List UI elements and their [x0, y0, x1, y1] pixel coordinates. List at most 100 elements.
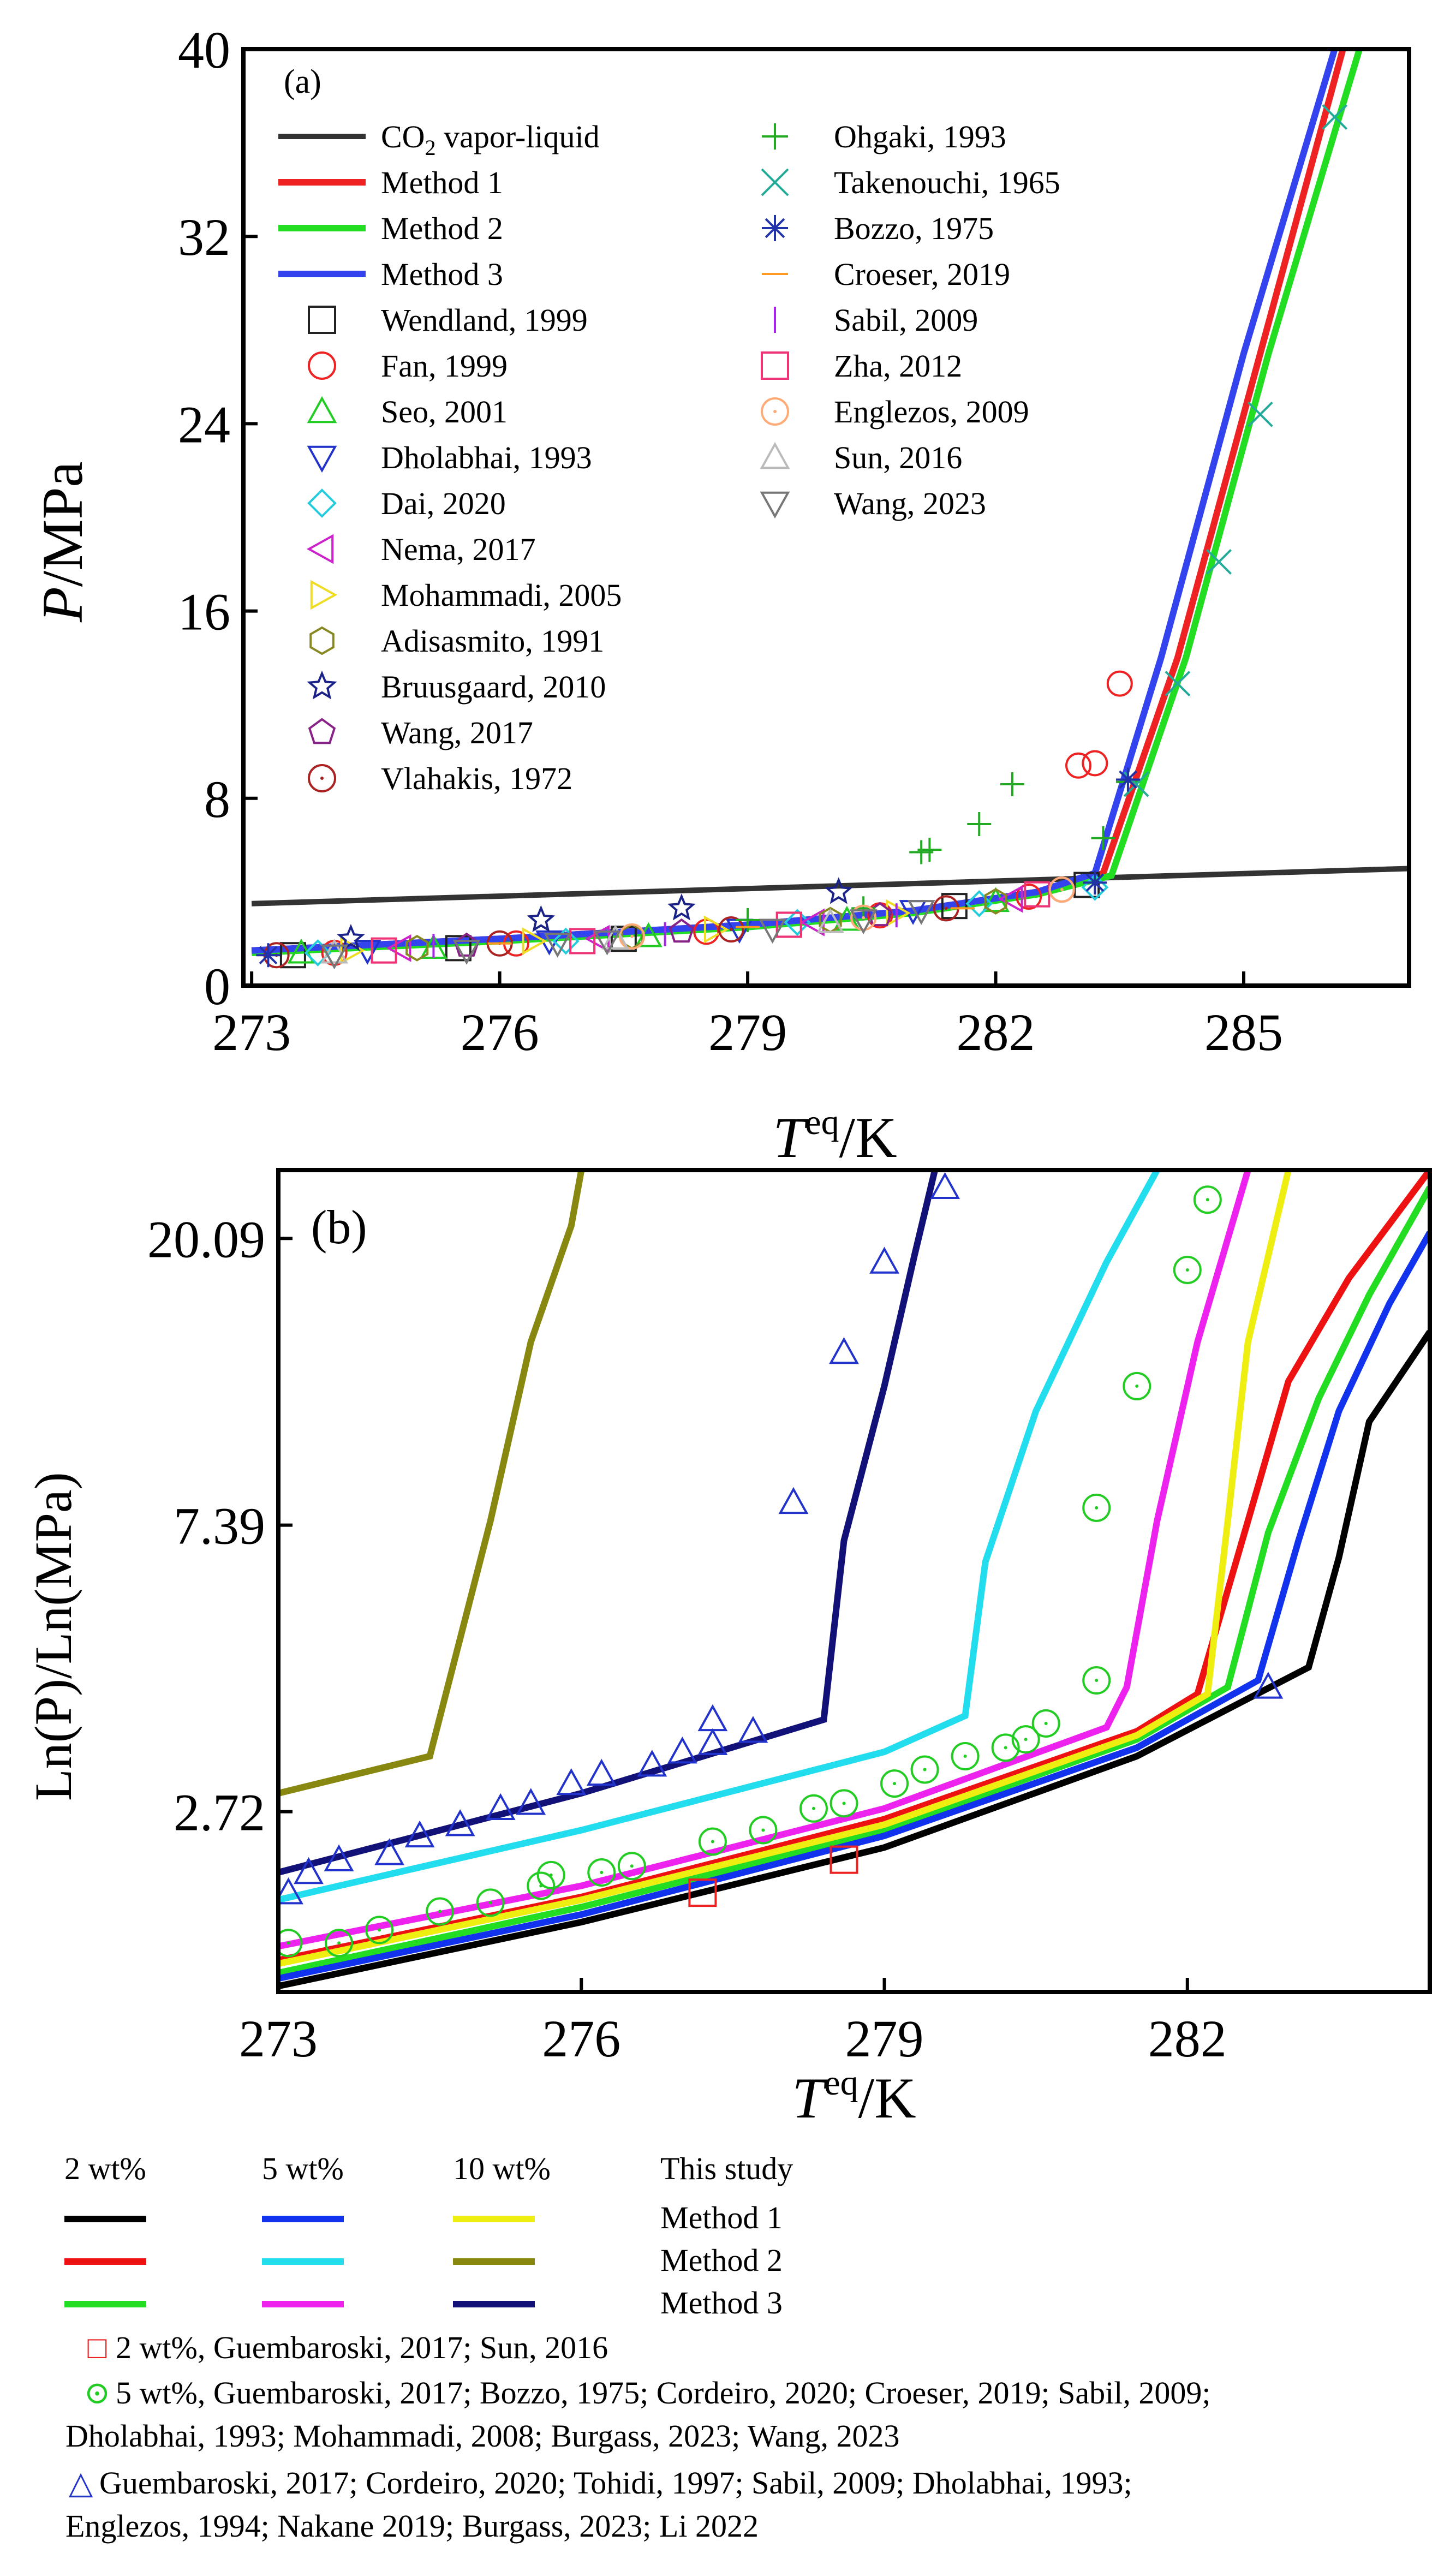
data-point-5-wt	[1082, 1666, 1111, 1695]
legend-note-5wt-cont: Dholabhai, 1993; Mohammadi, 2008; Burgas…	[65, 2418, 900, 2454]
data-point-2-wt	[830, 1845, 858, 1874]
data-point-wendland-1999	[279, 942, 306, 969]
data-point-zha-2012	[1024, 881, 1051, 908]
series-line-co2-vapor-liquid	[251, 866, 1409, 906]
panel-b-lines	[278, 1170, 1430, 1990]
x-tick-label: 279	[708, 1003, 787, 1061]
legend-label-seo-2001: Seo, 2001	[381, 394, 508, 430]
x-tick-label: 276	[461, 1003, 539, 1061]
data-point-10-wt	[404, 1820, 435, 1848]
legend-marker-bruusgaard-2010	[307, 670, 337, 700]
legend-note-10wt-cont: Englezos, 1994; Nakane 2019; Burgass, 20…	[65, 2508, 759, 2544]
legend-label-wendland-1999: Wendland, 1999	[381, 302, 588, 338]
data-point-mohammadi-2005	[886, 899, 911, 927]
swatch-2wt-m1	[64, 2216, 146, 2222]
legend-label-nema-2017: Nema, 2017	[381, 532, 536, 567]
series-line-5-wt-method-2	[278, 1170, 1160, 1903]
data-point-5-wt	[476, 1888, 505, 1917]
data-point-5-wt	[1031, 1709, 1060, 1738]
data-point-5-wt	[587, 1858, 616, 1887]
data-point-10-wt	[829, 1337, 859, 1364]
data-point-fan-1999	[1065, 752, 1092, 779]
data-point-bozzo-1975	[1083, 870, 1107, 895]
data-point-ohgaki-1993	[1091, 826, 1115, 850]
data-point-5-wt	[426, 1897, 455, 1926]
legend-label-mohammadi-2005: Mohammadi, 2005	[381, 577, 622, 613]
panel-b-xlabel: Teq/K	[792, 2063, 916, 2130]
series-line-2-wt-method-1	[278, 1330, 1430, 1990]
legend-label-croeser-2019: Croeser, 2019	[834, 256, 1010, 292]
data-point-10-wt	[586, 1758, 617, 1786]
legend-header-10wt: 10 wt%	[453, 2151, 551, 2186]
data-point-englezos-2009	[1048, 876, 1075, 903]
y-tick-label: 0	[204, 957, 230, 1016]
legend-method-1: Method 1	[660, 2200, 783, 2235]
panel-a-lines	[251, 49, 1409, 956]
data-point-dai-2020	[552, 927, 580, 955]
x-tick-label: 285	[1204, 1003, 1283, 1061]
data-point-fan-1999	[1016, 883, 1042, 910]
swatch-10wt-m1	[453, 2216, 535, 2222]
legend-note-5wt: ⊙ 5 wt%, Guembaroski, 2017; Bozzo, 1975; …	[82, 2374, 1211, 2411]
legend-label-method-3: Method 3	[381, 256, 503, 292]
data-point-5-wt	[880, 1769, 909, 1798]
data-point-nema-2017	[386, 934, 411, 962]
data-point-ohgaki-1993	[1000, 772, 1024, 797]
legend-label-dholabhai-1993: Dholabhai, 1993	[381, 440, 592, 475]
data-point-nema-2017	[998, 885, 1023, 913]
data-point-takenouchi-1965	[1206, 549, 1232, 575]
data-point-bruusgaard-2010	[527, 905, 556, 932]
legend-note-2wt-text: 2 wt%, Guembaroski, 2017; Sun, 2016	[116, 2330, 608, 2365]
data-point-2-wt	[688, 1878, 717, 1907]
data-point-10-wt	[1253, 1672, 1284, 1699]
data-point-10-wt	[485, 1793, 516, 1821]
data-point-wang-2023	[759, 918, 786, 944]
y-tick-label: 2.72	[174, 1783, 265, 1842]
legend-marker-dai-2020	[307, 488, 337, 518]
data-point-5-wt	[1011, 1725, 1040, 1754]
data-point-5-wt	[617, 1852, 646, 1881]
y-tick-label: 40	[178, 21, 230, 79]
y-tick-label: 16	[178, 583, 230, 641]
legend-label-bozzo-1975: Bozzo, 1975	[834, 211, 994, 246]
data-point-fan-1999	[1106, 670, 1133, 697]
panel-b-markers	[278, 1172, 1284, 1958]
data-point-adisasmito-1991	[984, 888, 1007, 915]
legend-label-co2-vapor-liquid: CO2 vapor-liquid	[381, 119, 600, 160]
data-point-5-wt	[698, 1827, 727, 1856]
legend-header-2wt: 2 wt%	[64, 2151, 146, 2186]
series-line-5-wt-method-1	[278, 1231, 1430, 1982]
legend-marker-ohgaki-1993	[762, 123, 788, 150]
legend-marker-wang-2023	[760, 491, 790, 519]
data-point-ohgaki-1993	[967, 812, 992, 836]
data-point-takenouchi-1965	[1322, 104, 1348, 130]
x-tick-label: 279	[845, 2009, 924, 2068]
data-point-dai-2020	[784, 909, 811, 936]
legend-header-5wt: 5 wt%	[262, 2151, 344, 2186]
data-point-wang-2017	[669, 918, 695, 943]
legend-label-method-1: Method 1	[381, 165, 503, 200]
bottom-legend: 2 wt% 5 wt% 10 wt% This study Method 1 M…	[0, 2150, 1456, 2571]
triangle-marker-icon: △	[68, 2465, 93, 2501]
x-tick-label: 273	[212, 1003, 291, 1061]
data-point-wang-2023	[907, 900, 935, 925]
legend-label-wang-2023: Wang, 2023	[834, 486, 986, 521]
panel-b-frame	[276, 1168, 1432, 1994]
y-tick-label: 7.39	[174, 1497, 265, 1555]
panel-b: 273 276 279 282 2.72 7.39 20.09 (b) Ln(P)/Ln(M…	[24, 1168, 1432, 2130]
legend-marker-takenouchi-1965	[761, 168, 789, 196]
data-point-10-wt	[637, 1750, 667, 1777]
panel-a: 273 276 279 282 285 0 8 16 24 32 40 (a) CO2 vapor-…	[31, 21, 1411, 1170]
data-point-5-wt	[1082, 1493, 1111, 1522]
data-point-5-wt	[749, 1816, 778, 1845]
circle-marker-icon: ⊙	[83, 2375, 111, 2411]
data-point-wang-2023	[593, 930, 621, 956]
data-point-dai-2020	[304, 939, 332, 967]
data-point-10-wt	[697, 1728, 728, 1755]
legend-label-ohgaki-1993: Ohgaki, 1993	[834, 119, 1006, 154]
swatch-5wt-m2	[262, 2258, 344, 2265]
y-tick-label: 24	[178, 395, 230, 454]
legend-marker-englezos-2009	[761, 397, 789, 426]
series-line-2-wt-method-2	[278, 1170, 1430, 1964]
